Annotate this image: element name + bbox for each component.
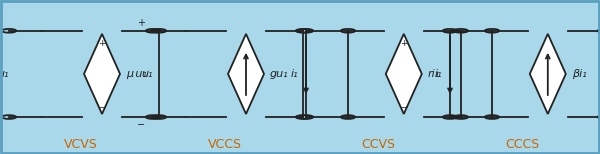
Polygon shape	[530, 34, 566, 114]
Text: +: +	[400, 39, 407, 48]
Text: VCCS: VCCS	[208, 138, 242, 151]
Text: u₁: u₁	[141, 69, 153, 79]
Text: +: +	[137, 18, 145, 28]
Text: +: +	[0, 18, 1, 28]
Text: +: +	[98, 39, 106, 48]
Text: gu₁: gu₁	[270, 69, 289, 79]
Text: u₁: u₁	[0, 69, 9, 79]
Text: CCCS: CCCS	[505, 138, 539, 151]
Text: i₁: i₁	[290, 69, 298, 79]
Text: ri₁: ri₁	[428, 69, 440, 79]
Text: μ u₁: μ u₁	[126, 69, 147, 79]
Text: −: −	[400, 102, 407, 111]
Polygon shape	[386, 34, 422, 114]
Text: −: −	[98, 102, 106, 111]
Text: i₁: i₁	[434, 69, 442, 79]
Text: VCVS: VCVS	[64, 138, 98, 151]
Text: −: −	[137, 120, 145, 130]
Text: −: −	[0, 120, 1, 130]
Text: CCVS: CCVS	[361, 138, 395, 151]
Text: βi₁: βi₁	[572, 69, 587, 79]
Polygon shape	[84, 34, 120, 114]
Polygon shape	[228, 34, 264, 114]
